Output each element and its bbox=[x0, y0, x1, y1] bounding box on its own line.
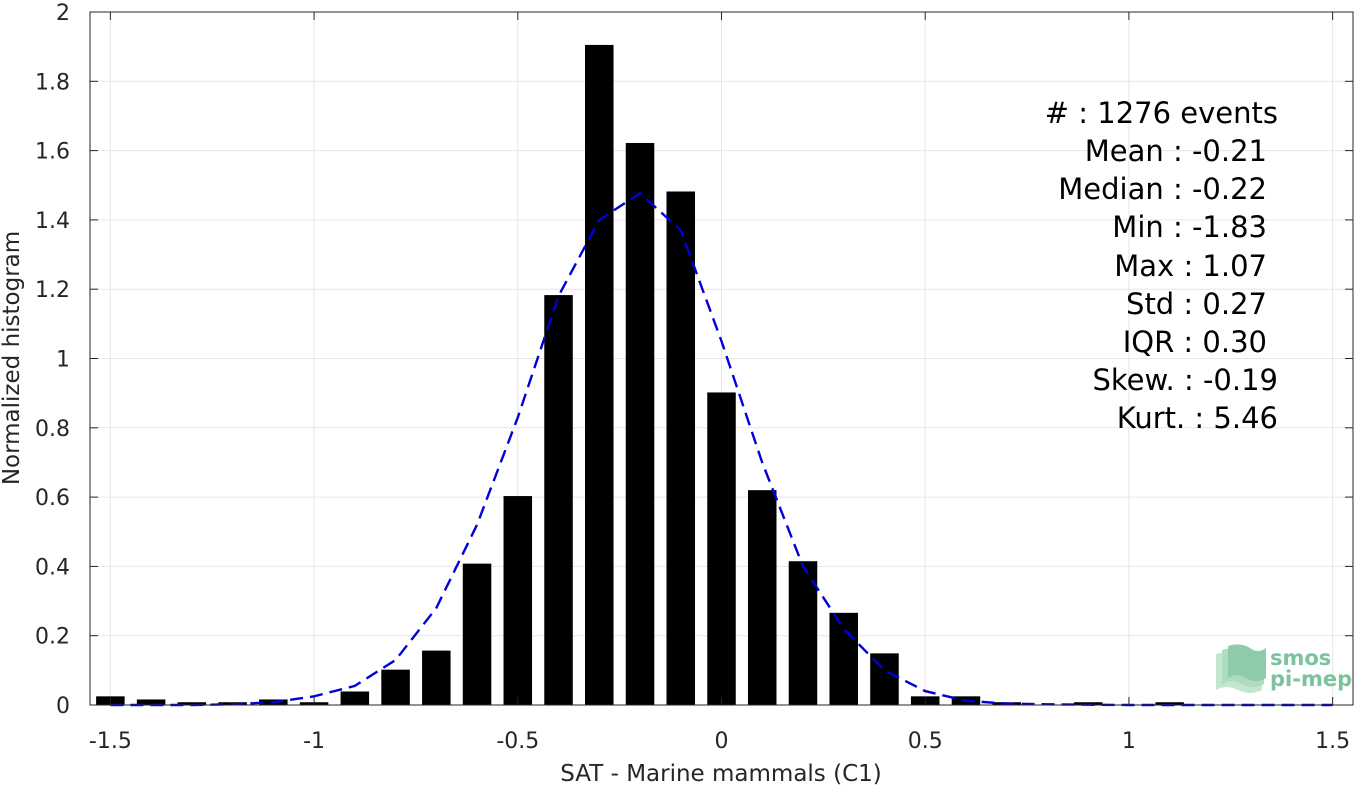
histogram-bar bbox=[666, 191, 696, 705]
histogram-bar bbox=[422, 650, 451, 705]
x-tick-label: -1.5 bbox=[89, 729, 132, 754]
y-tick-label: 1.6 bbox=[35, 140, 70, 165]
stat-iqr: IQR : 0.30 bbox=[1123, 325, 1267, 359]
y-tick-label: 1.4 bbox=[35, 209, 70, 234]
logo-text-pimep: pi-mep bbox=[1270, 667, 1352, 691]
y-tick-label: 2 bbox=[56, 1, 70, 26]
stat-std: Std : 0.27 bbox=[1126, 287, 1267, 321]
stat-median: Median : -0.22 bbox=[1058, 172, 1267, 206]
histogram-bar bbox=[1155, 702, 1184, 705]
histogram-bar bbox=[381, 669, 410, 705]
logo-text-smos: smos bbox=[1270, 646, 1331, 670]
stat-mean: Mean : -0.21 bbox=[1085, 134, 1267, 168]
x-axis-ticks: -1.5 -1 -0.5 0 0.5 1 1.5 bbox=[89, 12, 1350, 754]
x-tick-label: 1 bbox=[1122, 729, 1136, 754]
smos-pimep-logo: smos pi-mep bbox=[1216, 644, 1352, 693]
x-tick-label: 0 bbox=[715, 729, 729, 754]
x-tick-label: 0.5 bbox=[908, 729, 943, 754]
histogram-bar bbox=[462, 563, 492, 705]
y-tick-label: 1.2 bbox=[35, 278, 70, 303]
stat-skew: Skew. : -0.19 bbox=[1092, 363, 1278, 397]
x-tick-label: 1.5 bbox=[1315, 729, 1350, 754]
x-tick-label: -0.5 bbox=[496, 729, 539, 754]
y-tick-label: 0.2 bbox=[35, 625, 70, 650]
y-axis-ticks: 0 0.2 0.4 0.6 0.8 1 1.2 1.4 1.6 1.8 2 bbox=[35, 1, 1353, 719]
histogram-bar bbox=[340, 691, 370, 705]
histogram-bar bbox=[136, 699, 166, 705]
x-axis-label: SAT - Marine mammals (C1) bbox=[560, 761, 882, 785]
histogram-bar bbox=[503, 496, 533, 705]
histogram-bar bbox=[177, 702, 207, 705]
y-tick-label: 1.8 bbox=[35, 70, 70, 95]
histogram-bar bbox=[707, 392, 736, 705]
histogram-bar bbox=[544, 295, 573, 705]
stat-kurt: Kurt. : 5.46 bbox=[1117, 401, 1278, 435]
y-tick-label: 0.8 bbox=[35, 417, 70, 442]
histogram-bar bbox=[788, 561, 818, 705]
logo-waves-icon bbox=[1216, 644, 1266, 693]
y-tick-label: 0.4 bbox=[35, 555, 70, 580]
histogram-bar bbox=[585, 44, 614, 706]
stat-min: Min : -1.83 bbox=[1112, 210, 1267, 244]
y-tick-label: 0.6 bbox=[35, 486, 70, 511]
y-axis-label: Normalized histogram bbox=[0, 231, 25, 485]
y-tick-label: 1 bbox=[56, 348, 70, 373]
x-tick-label: -1 bbox=[303, 729, 325, 754]
stat-max: Max : 1.07 bbox=[1114, 249, 1267, 283]
stats-box: # : 1276 events Mean : -0.21 Median : -0… bbox=[1045, 96, 1278, 435]
y-tick-label: 0 bbox=[56, 694, 70, 719]
histogram-bar bbox=[747, 490, 777, 705]
stat-events: # : 1276 events bbox=[1045, 96, 1278, 130]
histogram-bar bbox=[625, 142, 655, 706]
histogram-bar bbox=[829, 612, 858, 705]
